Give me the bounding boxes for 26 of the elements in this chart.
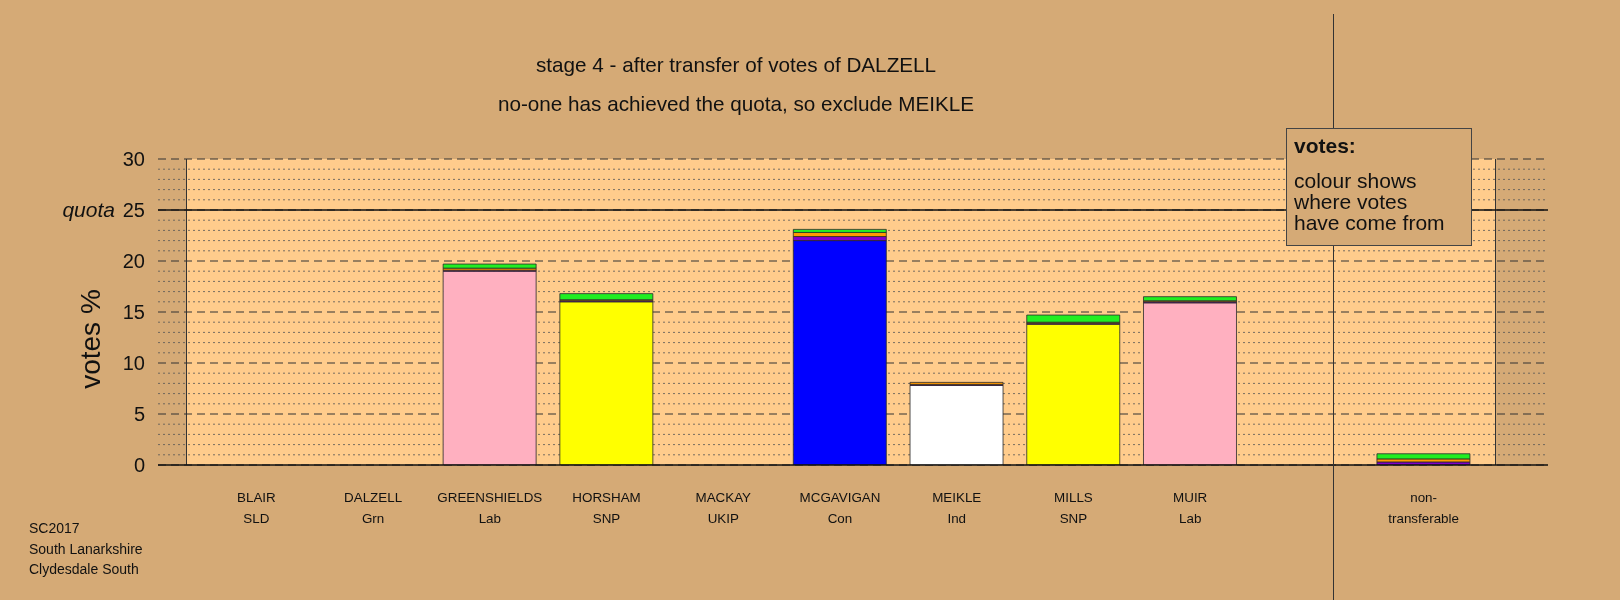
x-tick-label: MACKAY UKIP bbox=[695, 490, 752, 526]
text: South Lanarkshire bbox=[29, 539, 143, 559]
y-tick-label: 30 bbox=[122, 148, 145, 170]
x-tick-label: MEIKLE Ind bbox=[932, 490, 982, 526]
text: SC2017 bbox=[29, 519, 81, 538]
y-tick-label: 25 bbox=[122, 199, 145, 221]
y-axis-title: votes % bbox=[75, 289, 106, 389]
x-tick-label: non- transferable bbox=[1388, 490, 1459, 526]
y-tick-label: 20 bbox=[122, 250, 145, 272]
ref-line-label: quota bbox=[62, 198, 115, 221]
y-tick-label: 15 bbox=[122, 301, 145, 323]
x-tick-label: DALZELL Grn bbox=[344, 490, 403, 526]
annotation: colour shows where votes have come from bbox=[1294, 169, 1446, 234]
x-tick-label: MCGAVIGAN Con bbox=[799, 490, 881, 526]
x-tick-label: MILLS SNP bbox=[1054, 490, 1093, 526]
y-tick-label: 5 bbox=[133, 403, 145, 425]
y-tick-label: 0 bbox=[133, 454, 145, 476]
chart-title: stage 4 - after transfer of votes of DALZELL bbox=[534, 53, 938, 77]
x-tick-label: GREENSHIELDS Lab bbox=[437, 490, 543, 526]
x-tick-label: HORSHAM SNP bbox=[572, 490, 641, 526]
y-tick-label: 10 bbox=[122, 352, 145, 374]
x-tick-label: BLAIR SLD bbox=[237, 490, 277, 526]
text: Clydesdale South bbox=[29, 560, 140, 579]
x-tick-label: MUIR Lab bbox=[1173, 490, 1208, 526]
chart-subtitle: no-one has achieved the quota, so exclude MEIKLE bbox=[496, 92, 976, 116]
note-box: votes: colour shows where votes have come from bbox=[1286, 128, 1472, 246]
